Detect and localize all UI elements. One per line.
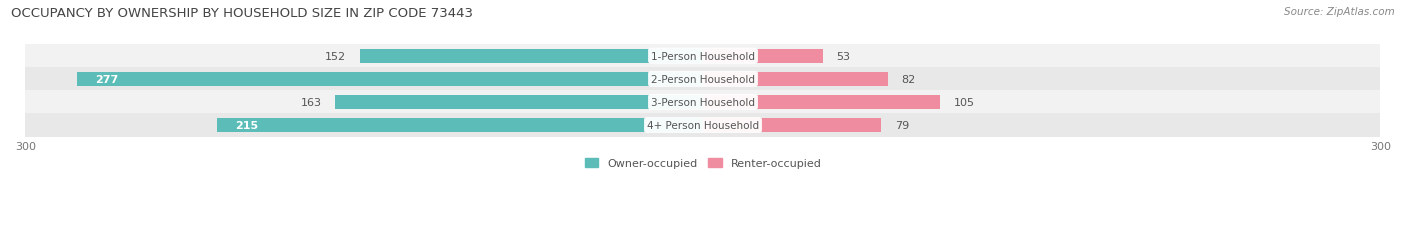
Text: 152: 152 (325, 52, 346, 61)
Text: 82: 82 (901, 74, 915, 85)
Bar (360, 49, 703, 64)
Text: 3-Person Household: 3-Person Household (651, 97, 755, 107)
Text: 163: 163 (301, 97, 322, 107)
Text: 2-Person Household: 2-Person Household (651, 74, 755, 85)
Text: 53: 53 (837, 52, 851, 61)
Bar (25, 91, 1381, 114)
Bar (703, 49, 823, 64)
Text: 1-Person Household: 1-Person Household (651, 52, 755, 61)
Text: 79: 79 (896, 120, 910, 131)
Text: 277: 277 (96, 74, 118, 85)
Text: Source: ZipAtlas.com: Source: ZipAtlas.com (1284, 7, 1395, 17)
Text: OCCUPANCY BY OWNERSHIP BY HOUSEHOLD SIZE IN ZIP CODE 73443: OCCUPANCY BY OWNERSHIP BY HOUSEHOLD SIZE… (11, 7, 474, 20)
Text: 105: 105 (953, 97, 974, 107)
Bar (77, 72, 703, 87)
Bar (25, 68, 1381, 91)
Bar (703, 72, 889, 87)
Bar (703, 95, 941, 109)
Bar (25, 45, 1381, 68)
Bar (335, 95, 703, 109)
Text: 215: 215 (236, 120, 259, 131)
Text: 4+ Person Household: 4+ Person Household (647, 120, 759, 131)
Bar (218, 118, 703, 133)
Legend: Owner-occupied, Renter-occupied: Owner-occupied, Renter-occupied (581, 154, 825, 173)
Bar (25, 114, 1381, 137)
Bar (703, 118, 882, 133)
